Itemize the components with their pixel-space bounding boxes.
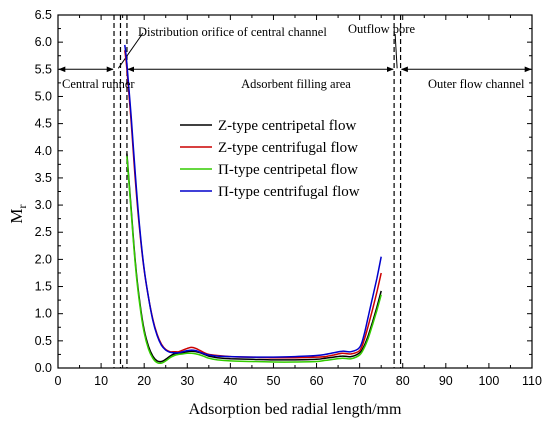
x-axis-title: Adsorption bed radial length/mm [189,401,402,418]
y-tick-label: 5.0 [35,89,52,103]
x-tick-label: 70 [353,374,367,388]
y-tick-label: 3.0 [35,198,52,212]
annotation-central-runner: Central runner [62,77,135,91]
series-line-3 [124,44,382,358]
annotation-distribution-orifice: Distribution orifice of central channel [138,25,327,39]
y-axis-title-main: M [7,208,26,223]
x-tick-label: 30 [180,374,194,388]
y-axis-title-subscript: r [15,204,29,208]
annotation-outflow-pore: Outflow pore [348,22,415,36]
x-tick-label: 60 [310,374,324,388]
legend: Z-type centripetal flow Z-type centrifuga… [180,118,360,200]
x-tick-label: 50 [267,374,281,388]
region-annotations: Central runner Distribution orifice of ce… [62,22,525,91]
legend-label-1: Z-type centrifugal flow [218,140,358,156]
x-tick-label: 10 [94,374,108,388]
x-tick-label: 20 [137,374,151,388]
series-lines [124,44,382,365]
x-tick-label: 100 [478,374,499,388]
legend-label-0: Z-type centripetal flow [218,118,356,134]
y-tick-label: 1.0 [35,307,52,321]
orifice-pointer [117,32,144,69]
annotation-adsorbent-area: Adsorbent filling area [241,77,351,91]
y-tick-label: 5.5 [35,62,52,76]
legend-label-3: Π-type centrifugal flow [218,184,360,200]
y-axis-title: Mr [7,204,29,223]
legend-label-2: Π-type centripetal flow [218,162,358,178]
y-tick-label: 6.0 [35,35,52,49]
y-tick-label: 4.0 [35,144,52,158]
x-tick-label: 90 [439,374,453,388]
x-tick-label: 110 [522,374,542,388]
y-tick-label: 1.5 [35,280,52,294]
y-tick-label: 0.0 [35,361,52,375]
y-tick-label: 3.5 [35,171,52,185]
y-tick-label: 2.0 [35,252,52,266]
y-tick-label: 4.5 [35,117,52,131]
x-tick-label: 40 [223,374,237,388]
y-tick-label: 6.5 [35,8,52,22]
y-tick-label: 0.5 [35,334,52,348]
outflow-pore-pointer [394,33,398,69]
annotation-outer-channel: Outer flow channel [428,77,525,91]
axis-ticks: 0 10 20 30 40 50 60 70 80 90 100 110 0.0 0.5 1.0 1.5 2.0… [35,8,542,388]
x-tick-label: 0 [55,374,62,388]
series-line-2 [126,156,382,365]
y-tick-label: 2.5 [35,225,52,239]
x-tick-label: 80 [396,374,410,388]
